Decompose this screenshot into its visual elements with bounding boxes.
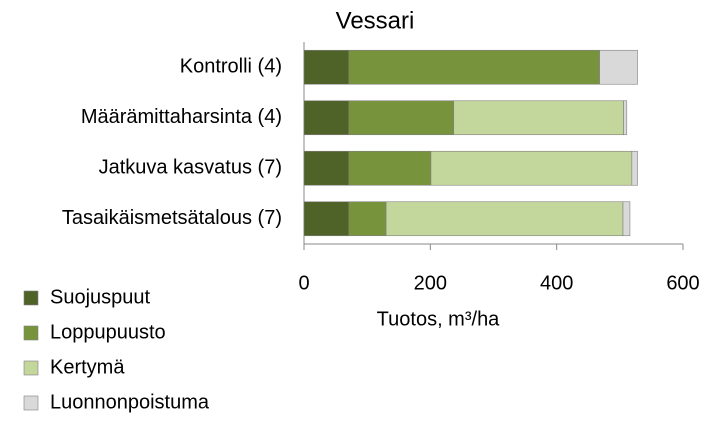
chart-title: Vessari: [336, 7, 415, 34]
bar-segment: [303, 150, 350, 186]
legend-swatch: [23, 290, 39, 306]
bar-segment: [303, 100, 350, 136]
bar-segment: [430, 150, 633, 186]
legend-label: Suojuspuut: [50, 286, 151, 308]
x-tick-label: 400: [540, 272, 573, 294]
x-tick-label: 600: [666, 272, 699, 294]
legend-label: Loppupuusto: [50, 321, 166, 343]
bar-segment: [453, 100, 624, 136]
x-tick-label: 200: [414, 272, 447, 294]
bar-segment: [385, 201, 624, 237]
bar-segment: [303, 49, 350, 85]
legend-label: Kertymä: [50, 356, 125, 378]
x-tick-label: 0: [298, 272, 309, 294]
legend-swatch: [23, 395, 39, 411]
bar-segment: [631, 150, 638, 186]
x-axis-label: Tuotos, m³/ha: [377, 308, 501, 330]
bar-segment: [348, 49, 600, 85]
bar-segment: [622, 201, 631, 237]
bar-segment: [623, 100, 628, 136]
legend-swatch: [23, 360, 39, 376]
y-tick-label: Kontrolli (4): [180, 56, 282, 78]
legend-label: Luonnonpoistuma: [50, 391, 210, 413]
y-tick-label: Tasaikäismetsätalous (7): [62, 207, 282, 229]
bar-segment: [348, 150, 432, 186]
bar-segment: [599, 49, 638, 85]
bar-segment: [348, 100, 455, 136]
legend-swatch: [23, 325, 39, 341]
bar-segment: [348, 201, 387, 237]
bar-segment: [303, 201, 350, 237]
y-tick-label: Määrämittaharsinta (4): [81, 106, 282, 128]
y-tick-label: Jatkuva kasvatus (7): [99, 157, 282, 179]
